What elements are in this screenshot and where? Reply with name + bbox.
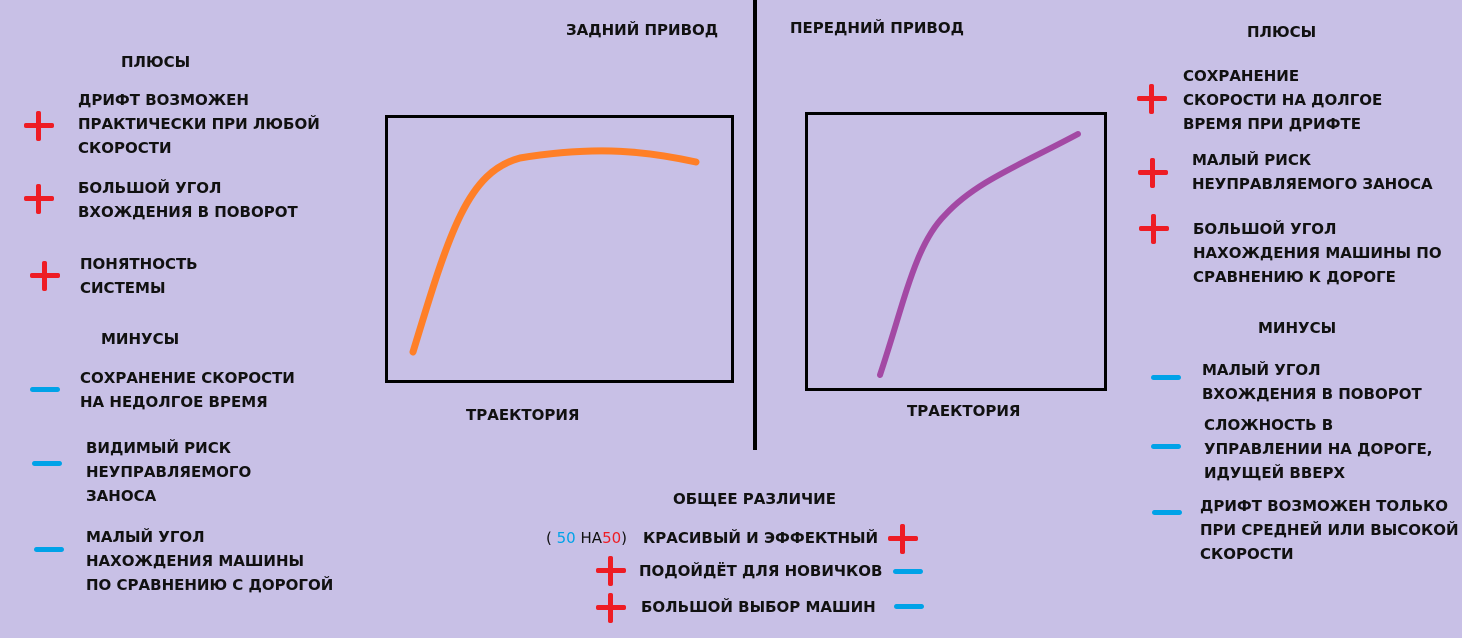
front-pro-1: СОХРАНЕНИЕ СКОРОСТИ НА ДОЛГОЕ ВРЕМЯ ПРИ ДР… [1183,67,1383,133]
plus-icon [24,111,54,141]
plus-icon [596,556,626,586]
rear-pro-3: ПОНЯТНОСТЬ СИСТЕМЫ [80,255,198,297]
rear-pros-title: ПЛЮСЫ [121,53,191,71]
rear-trajectory-box [385,115,734,383]
front-drive-title: ПЕРЕДНИЙ ПРИВОД [790,19,964,37]
minus-icon [30,387,60,392]
plus-icon [1138,158,1168,188]
front-pros-title: ПЛЮСЫ [1247,23,1317,41]
front-con-2: СЛОЖНОСТЬ В УПРАВЛЕНИИ НА ДОРОГЕ, ИДУЩЕЙ В… [1204,416,1433,482]
rear-pro-1: ДРИФТ ВОЗМОЖЕН ПРАКТИЧЕСКИ ПРИ ЛЮБОЙ СКОРО… [78,91,320,157]
minus-icon [34,547,64,552]
common-item-2: ПОДОЙДЁТ ДЛЯ НОВИЧКОВ [639,562,883,580]
common-item-3: БОЛЬШОЙ ВЫБОР МАШИН [641,598,876,616]
plus-icon [24,184,54,214]
rear-drive-title: ЗАДНИЙ ПРИВОД [566,21,719,39]
common-item-1: КРАСИВЫЙ И ЭФФЕКТНЫЙ [643,529,879,547]
rear-cons-title: МИНУСЫ [101,330,180,348]
minus-icon [32,461,62,466]
minus-icon [1151,375,1181,380]
front-pro-2: МАЛЫЙ РИСК НЕУПРАВЛЯЕМОГО ЗАНОСА [1192,151,1433,193]
plus-icon [1139,214,1169,244]
front-con-3: ДРИФТ ВОЗМОЖЕН ТОЛЬКО ПРИ СРЕДНЕЙ ИЛИ ВЫС… [1200,497,1459,563]
rear-con-2: ВИДИМЫЙ РИСК НЕУПРАВЛЯЕМОГО ЗАНОСА [86,439,252,505]
plus-icon [888,524,918,554]
minus-icon [893,569,923,574]
rear-con-1: СОХРАНЕНИЕ СКОРОСТИ НА НЕДОЛГОЕ ВРЕМЯ [80,369,295,411]
center-divider [753,0,757,450]
front-trajectory-label: ТРАЕКТОРИЯ [907,402,1021,420]
rear-pro-2: БОЛЬШОЙ УГОЛ ВХОЖДЕНИЯ В ПОВОРОТ [78,179,298,221]
plus-icon [1137,84,1167,114]
front-con-1: МАЛЫЙ УГОЛ ВХОЖДЕНИЯ В ПОВОРОТ [1202,361,1422,403]
rear-con-3: МАЛЫЙ УГОЛ НАХОЖДЕНИЯ МАШИНЫ ПО СРАВНЕНИЮ … [86,528,334,594]
front-cons-title: МИНУСЫ [1258,319,1337,337]
common-title: ОБЩЕЕ РАЗЛИЧИЕ [673,490,836,508]
minus-icon [1152,510,1182,515]
front-trajectory-box [805,112,1107,391]
minus-icon [1151,444,1181,449]
plus-icon [30,261,60,291]
plus-icon [596,593,626,623]
rear-trajectory-label: ТРАЕКТОРИЯ [466,406,580,424]
minus-icon [894,604,924,609]
front-pro-3: БОЛЬШОЙ УГОЛ НАХОЖДЕНИЯ МАШИНЫ ПО СРАВНЕНИ… [1193,220,1442,286]
ratio-label: ( 50 НА50) [546,529,628,547]
